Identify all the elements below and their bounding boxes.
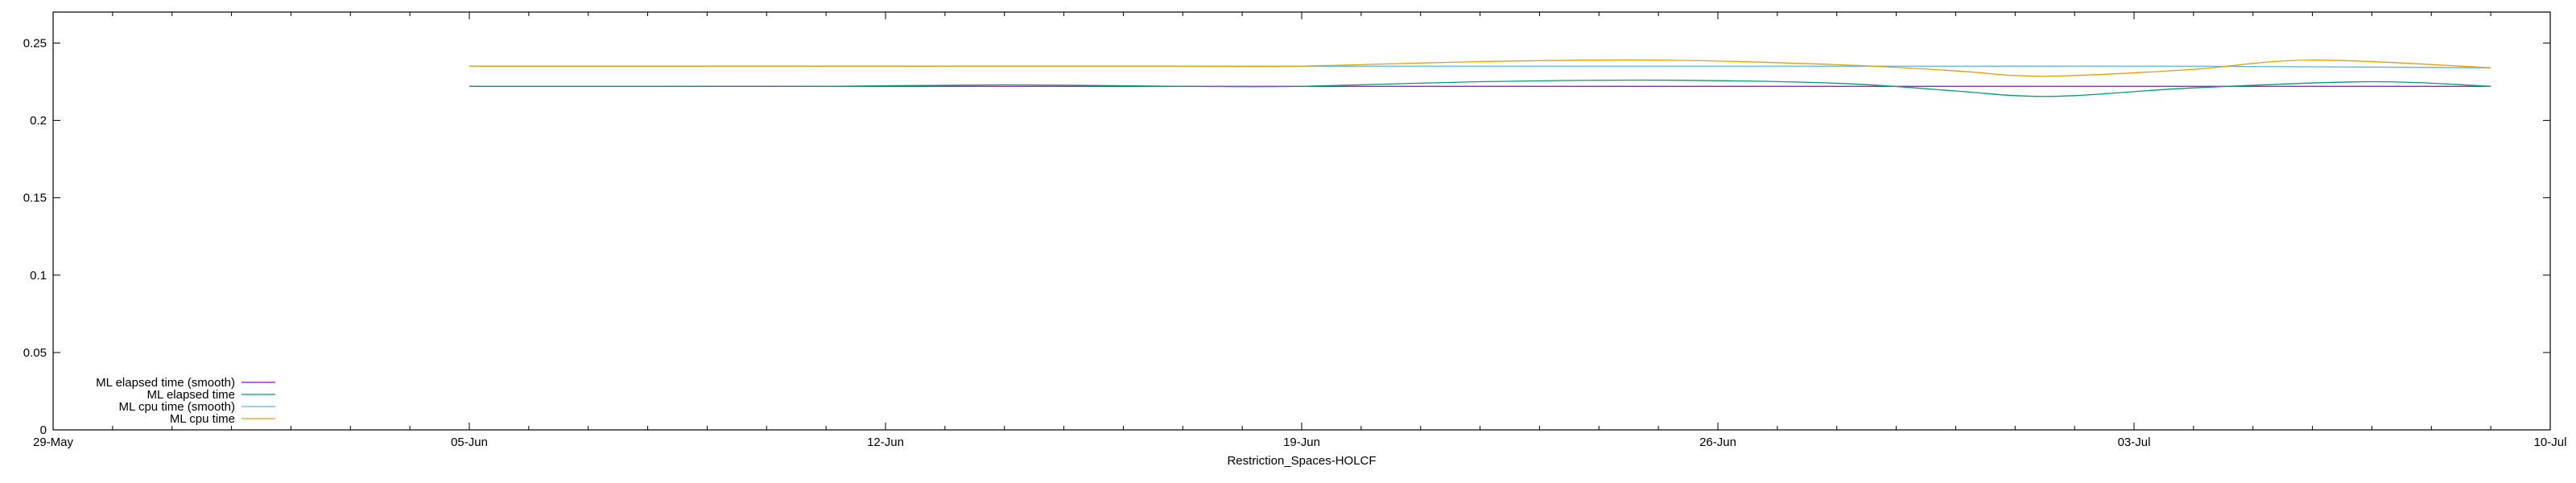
legend-label: ML cpu time (smooth) <box>119 400 236 414</box>
x-tick-label: 26-Jun <box>1699 436 1736 449</box>
x-tick-label: 19-Jun <box>1283 436 1320 449</box>
plot-area <box>52 11 2551 431</box>
y-tick-label: 0.05 <box>23 346 47 360</box>
y-tick-label: 0.1 <box>30 269 47 283</box>
legend-label: ML elapsed time (smooth) <box>96 376 235 390</box>
x-tick-label: 05-Jun <box>451 436 488 449</box>
x-tick-label: 10-Jul <box>2534 436 2567 449</box>
y-tick-label: 0 <box>40 423 47 437</box>
y-tick-label: 0.25 <box>23 36 47 50</box>
legend: ML elapsed time (smooth)ML elapsed timeM… <box>96 376 275 426</box>
series-layer <box>469 59 2491 97</box>
legend-label: ML cpu time <box>170 412 235 426</box>
legend-label: ML elapsed time <box>147 388 236 402</box>
x-axis-title: Restriction_Spaces-HOLCF <box>1227 454 1376 468</box>
x-tick-label: 29-May <box>33 436 74 449</box>
series-line-ml-cpu-time <box>469 59 2491 77</box>
x-tick-label: 03-Jul <box>2118 436 2151 449</box>
plot-border <box>52 11 2551 431</box>
y-tick-label: 0.15 <box>23 192 47 205</box>
y-axis: 0 0.05 0.1 0.15 0.2 0.25 <box>23 36 2550 437</box>
x-tick-label: 12-Jun <box>867 436 904 449</box>
x-axis: 29-May 05-Jun 12-Jun 19-Jun 26-Jun 03-Jul 10-J… <box>33 12 2566 449</box>
y-tick-label: 0.2 <box>30 114 47 128</box>
series-line-ml-elapsed-time <box>469 79 2491 97</box>
